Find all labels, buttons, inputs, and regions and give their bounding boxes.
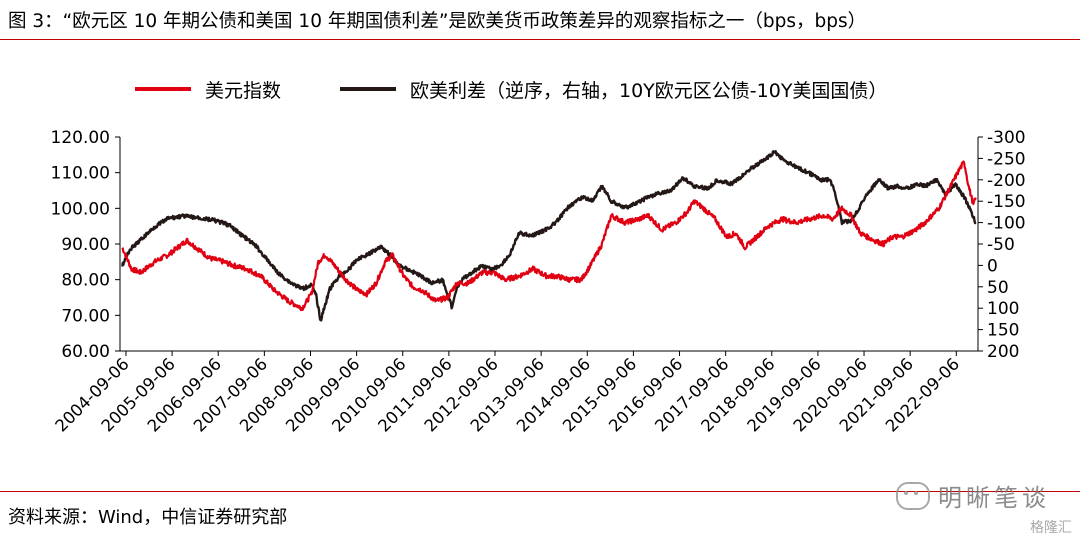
legend-label-spread: 欧美利差（逆序，右轴，10Y欧元区公债-10Y美国国债） <box>410 79 888 102</box>
legend-label-usd-index: 美元指数 <box>205 79 282 102</box>
right-tick-label: 100 <box>987 299 1019 319</box>
left-tick-label: 100.00 <box>51 199 110 219</box>
wechat-icon <box>896 481 930 510</box>
watermark-text: 明晰笔谈 <box>938 484 1050 512</box>
series-line-spread <box>121 150 977 322</box>
legend-swatch-red <box>135 87 191 91</box>
right-tick-label: 0 <box>987 256 998 276</box>
right-tick-label: 150 <box>987 321 1019 341</box>
source-rule <box>0 491 1080 492</box>
title-rule <box>0 39 1080 40</box>
left-tick-label: 80.00 <box>61 271 110 291</box>
left-tick-label: 70.00 <box>61 306 110 326</box>
brand-mark: 格隆汇 <box>1030 520 1072 536</box>
right-tick-label: -150 <box>987 192 1026 212</box>
right-tick-label: 200 <box>987 342 1019 362</box>
legend-item-usd-index: 美元指数 <box>135 74 281 104</box>
right-tick-label: -100 <box>987 214 1026 234</box>
left-tick-label: 110.00 <box>51 164 110 184</box>
left-tick-label: 90.00 <box>61 235 110 255</box>
source-note: 资料来源：Wind，中信证券研究部 <box>8 507 288 528</box>
legend-item-spread: 欧美利差（逆序，右轴，10Y欧元区公债-10Y美国国债） <box>340 74 887 104</box>
right-tick-label: 50 <box>987 278 1009 298</box>
right-tick-label: -50 <box>987 235 1015 255</box>
right-tick-label: -200 <box>987 171 1026 191</box>
right-tick-label: -300 <box>987 128 1026 148</box>
figure-title: 图 3：“欧元区 10 年期公债和美国 10 年期国债利差”是欧美货币政策差异的… <box>8 11 867 32</box>
legend-swatch-black <box>340 87 396 91</box>
series-line-usd-index <box>121 160 977 312</box>
right-tick-label: -250 <box>987 149 1026 169</box>
left-tick-label: 60.00 <box>61 342 110 362</box>
left-tick-label: 120.00 <box>51 128 110 148</box>
watermark: 明晰笔谈 <box>896 478 1050 513</box>
